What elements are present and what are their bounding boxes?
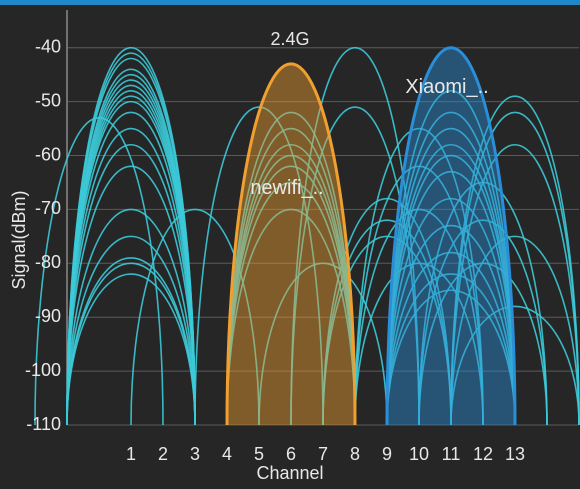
y-tick-label: -110 bbox=[26, 414, 61, 434]
network-label: Xiaomi_.. bbox=[405, 76, 488, 98]
x-tick-label: 9 bbox=[382, 444, 392, 464]
network-arc bbox=[290, 106, 420, 426]
network-arc bbox=[34, 117, 164, 426]
x-tick-label: 1 bbox=[126, 444, 136, 464]
network-arc bbox=[450, 235, 580, 426]
network-label: newifi_.. bbox=[250, 177, 323, 199]
chart-title: 2.4G bbox=[270, 29, 309, 49]
network-arc bbox=[226, 165, 356, 426]
network-arc bbox=[418, 219, 548, 426]
y-tick-label: -60 bbox=[35, 144, 61, 164]
network-arc bbox=[322, 235, 452, 426]
network-arc bbox=[450, 305, 580, 426]
network-arc bbox=[386, 273, 516, 426]
network-arc bbox=[258, 262, 388, 426]
plot-area bbox=[34, 10, 580, 426]
x-tick-label: 3 bbox=[190, 444, 200, 464]
network-arc bbox=[66, 262, 196, 426]
x-tick-label: 10 bbox=[409, 444, 429, 464]
top-bar bbox=[0, 0, 580, 5]
highlighted-network bbox=[385, 46, 517, 426]
y-tick-label: -70 bbox=[35, 198, 61, 218]
network-arc bbox=[386, 197, 516, 426]
network-arc bbox=[386, 90, 516, 426]
network-arc bbox=[322, 197, 452, 426]
x-tick-label: 13 bbox=[505, 444, 525, 464]
network-arc bbox=[450, 111, 580, 426]
network-arc bbox=[386, 289, 516, 426]
network-arc bbox=[386, 170, 516, 426]
network-arc bbox=[418, 262, 548, 426]
network-arc bbox=[130, 208, 260, 426]
x-tick-label: 6 bbox=[286, 444, 296, 464]
x-tick-label: 4 bbox=[222, 444, 232, 464]
x-tick-label: 8 bbox=[350, 444, 360, 464]
x-axis-label: Channel bbox=[256, 463, 323, 483]
network-arc bbox=[226, 181, 356, 426]
network-arc bbox=[66, 235, 196, 426]
x-tick-label: 5 bbox=[254, 444, 264, 464]
y-tick-label: -90 bbox=[35, 306, 61, 326]
x-tick-label: 7 bbox=[318, 444, 328, 464]
network-arc bbox=[354, 262, 484, 426]
network-arc bbox=[66, 273, 196, 426]
network-arc bbox=[194, 106, 324, 426]
y-tick-label: -40 bbox=[35, 36, 61, 56]
y-axis-label: Signal(dBm) bbox=[9, 190, 29, 289]
network-arc bbox=[66, 143, 196, 426]
y-tick-label: -80 bbox=[35, 252, 61, 272]
network-arc bbox=[66, 208, 196, 426]
highlighted-network bbox=[225, 62, 357, 426]
x-tick-label: 12 bbox=[473, 444, 493, 464]
network-arc bbox=[386, 224, 516, 426]
x-tick-label: 2 bbox=[158, 444, 168, 464]
y-tick-label: -50 bbox=[35, 90, 61, 110]
network-arc bbox=[226, 208, 356, 426]
network-arc bbox=[450, 143, 580, 426]
x-tick-label: 11 bbox=[442, 444, 461, 464]
network-arc bbox=[66, 165, 196, 426]
network-arc bbox=[322, 219, 452, 426]
network-arc bbox=[386, 154, 516, 426]
network-arc bbox=[354, 208, 484, 426]
y-tick-label: -100 bbox=[25, 360, 61, 380]
network-arc bbox=[386, 251, 516, 426]
